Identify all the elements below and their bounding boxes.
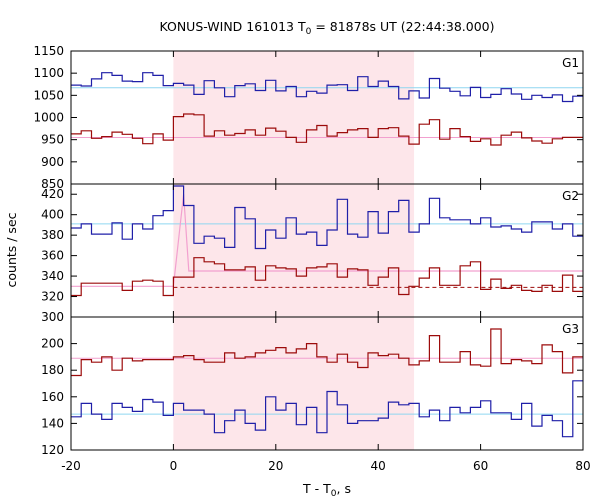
- y-tick-label: 200: [41, 337, 64, 351]
- x-tick-label: 40: [371, 459, 386, 473]
- y-tick-label: 950: [41, 133, 64, 147]
- y-tick-label: 180: [41, 363, 64, 377]
- x-tick-label: 0: [170, 459, 178, 473]
- series-red-step: [71, 328, 583, 377]
- y-tick-label: 320: [41, 290, 64, 304]
- y-tick-label: 160: [41, 390, 64, 404]
- y-tick-label: 850: [41, 177, 64, 191]
- y-axis-label: counts / sec: [4, 212, 19, 287]
- series-red-step: [71, 113, 583, 146]
- y-tick-label: 900: [41, 155, 64, 169]
- y-tick-label: 400: [41, 208, 64, 222]
- x-tick-label: 60: [473, 459, 488, 473]
- y-tick-label: 340: [41, 269, 64, 283]
- chart-title: KONUS-WIND 161013 T0 = 81878s UT (22:44:…: [159, 19, 494, 37]
- y-tick-label: 1000: [33, 111, 64, 125]
- x-axis-label: T - T0, s: [302, 481, 351, 499]
- y-tick-label: 1150: [33, 44, 64, 58]
- series-blue-step: [71, 380, 583, 438]
- series-blue-step: [71, 72, 583, 103]
- model-curve: [71, 194, 583, 287]
- y-tick-label: 1050: [33, 88, 64, 102]
- x-tick-label: 80: [575, 459, 590, 473]
- y-tick-label: 300: [41, 310, 64, 324]
- y-tick-label: 380: [41, 228, 64, 242]
- panel-label: G3: [562, 322, 579, 336]
- series-red-step: [71, 257, 583, 297]
- y-tick-label: 120: [41, 443, 64, 457]
- y-tick-label: 1100: [33, 66, 64, 80]
- shaded-interval: [173, 51, 415, 450]
- panel-frame: [70, 316, 584, 451]
- y-tick-label: 360: [41, 249, 64, 263]
- panel-label: G1: [562, 56, 579, 70]
- y-tick-label: 420: [41, 187, 64, 201]
- y-tick-label: 140: [41, 416, 64, 430]
- panel-label: G2: [562, 189, 579, 203]
- x-tick-label: -20: [61, 459, 81, 473]
- x-tick-label: 20: [268, 459, 283, 473]
- series-blue-step: [71, 185, 583, 250]
